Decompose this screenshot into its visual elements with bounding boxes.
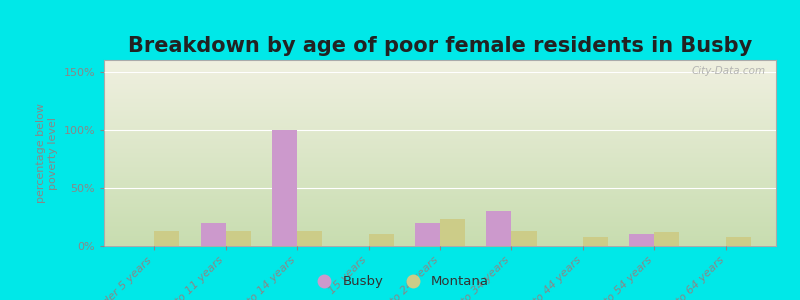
Bar — [654, 232, 679, 246]
Bar — [583, 237, 608, 246]
Text: City-Data.com: City-Data.com — [692, 66, 766, 76]
Bar — [297, 231, 322, 246]
Bar — [511, 231, 537, 246]
Y-axis label: percentage below
poverty level: percentage below poverty level — [36, 103, 58, 203]
Bar — [486, 211, 511, 246]
Bar — [272, 130, 297, 246]
Legend: Busby, Montana: Busby, Montana — [306, 270, 494, 293]
Bar — [726, 237, 751, 246]
Bar — [440, 219, 465, 246]
Bar — [630, 234, 654, 246]
Bar — [201, 223, 226, 246]
Bar — [226, 231, 250, 246]
Title: Breakdown by age of poor female residents in Busby: Breakdown by age of poor female resident… — [128, 36, 752, 56]
Bar — [415, 223, 440, 246]
Bar — [154, 231, 179, 246]
Bar — [369, 234, 394, 246]
